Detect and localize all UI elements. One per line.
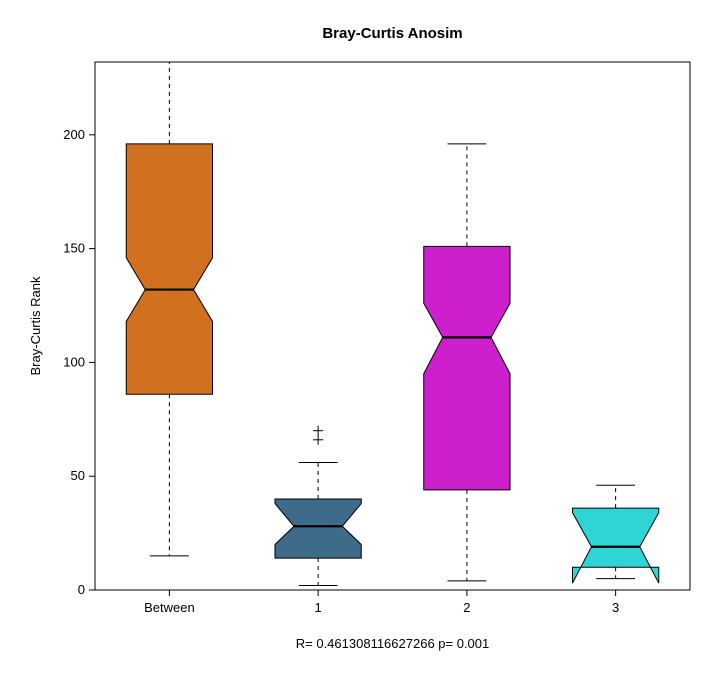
y-tick-label: 100 (63, 354, 85, 369)
y-tick-label: 50 (71, 468, 85, 483)
x-tick-label: 2 (463, 600, 470, 615)
x-tick-label: 3 (612, 600, 619, 615)
box (126, 144, 212, 394)
chart-title: Bray-Curtis Anosim (322, 25, 462, 42)
y-tick-label: 0 (78, 582, 85, 597)
chart-container: Bray-Curtis Anosim 0 50 100 150 200 Bray-Curti… (0, 0, 720, 677)
y-tick-label: 150 (63, 241, 85, 256)
boxplot-chart: Bray-Curtis Anosim 0 50 100 150 200 Bray-Curti… (0, 0, 720, 677)
x-tick-label: 1 (315, 600, 322, 615)
chart-sub-label: R= 0.461308116627266 p= 0.001 (296, 636, 490, 651)
y-tick-label: 200 (63, 127, 85, 142)
x-tick-label: Between (144, 600, 195, 615)
box (424, 246, 510, 490)
y-axis-label: Bray-Curtis Rank (28, 276, 43, 375)
